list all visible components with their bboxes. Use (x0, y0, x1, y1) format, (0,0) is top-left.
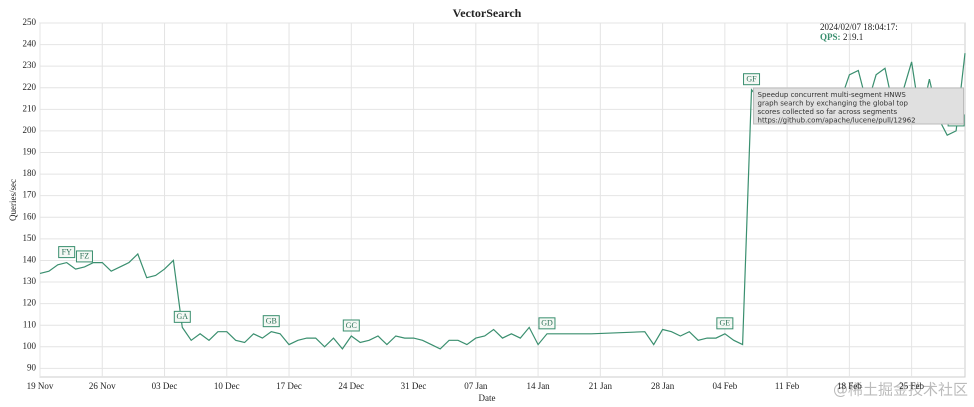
y-tick-label: 190 (23, 147, 37, 157)
y-tick-label: 240 (23, 39, 37, 49)
plot-area (39, 22, 966, 378)
x-tick-label: 03 Dec (152, 381, 178, 391)
annotation: GB (262, 315, 280, 328)
annotation-box (262, 315, 280, 328)
annotation-box (173, 310, 191, 323)
hover-value: 219.1 (843, 32, 863, 42)
annotation: FY (58, 246, 76, 259)
y-axis-label: Queries/sec (8, 179, 18, 221)
annotation-box (743, 73, 761, 86)
x-tick-label: 28 Jan (651, 381, 675, 391)
y-tick-label: 160 (23, 211, 37, 221)
x-tick-label: 14 Jan (526, 381, 550, 391)
x-tick-label: 10 Dec (214, 381, 240, 391)
annotation: GF (743, 73, 761, 86)
tooltip-line: graph search by exchanging the global to… (758, 100, 909, 108)
annotation-box (75, 250, 93, 263)
x-tick-label: 18 Feb (837, 381, 862, 391)
tooltip-line: Speedup concurrent multi-segment HNWS (758, 91, 907, 99)
x-tick-label: 21 Jan (589, 381, 613, 391)
tooltip-box (753, 87, 965, 125)
annotation: GD (538, 317, 556, 330)
annotation-label: GC (346, 321, 357, 330)
annotation-box (716, 317, 734, 330)
y-tick-label: 110 (23, 319, 37, 329)
y-tick-label: 230 (23, 60, 37, 70)
y-tick-label: 210 (23, 103, 37, 113)
y-tick-label: 220 (23, 82, 37, 92)
x-tick-label: 26 Nov (89, 381, 116, 391)
y-tick-label: 170 (23, 190, 37, 200)
y-tick-label: 250 (23, 17, 37, 27)
annotation-label: GD (541, 319, 553, 328)
y-tick-label: 180 (23, 168, 37, 178)
annotation: GE (716, 317, 734, 330)
annotation-label: GE (720, 319, 731, 328)
x-tick-label: 04 Feb (712, 381, 737, 391)
annotation: FZ (75, 250, 93, 263)
x-tick-label: 25 Feb (899, 381, 924, 391)
y-tick-label: 100 (23, 341, 37, 351)
y-tick-label: 130 (23, 276, 37, 286)
y-tick-label: 140 (23, 255, 37, 265)
annotation-label: GF (746, 75, 757, 84)
annotation-box (342, 319, 360, 332)
annotation: GC (342, 319, 360, 332)
chart-title: VectorSearch (453, 6, 522, 20)
annotation-label: FZ (80, 252, 89, 261)
hover-label: QPS: (820, 32, 841, 42)
annotation-label: FY (62, 247, 72, 256)
x-tick-label: 07 Jan (464, 381, 488, 391)
x-tick-label: 31 Dec (401, 381, 427, 391)
x-tick-label: 11 Feb (775, 381, 800, 391)
x-tick-label: 24 Dec (338, 381, 364, 391)
watermark: @稀土掘金技术社区 (833, 381, 968, 399)
annotation-label: GB (266, 316, 277, 325)
y-tick-label: 200 (23, 125, 37, 135)
x-tick-label: 17 Dec (276, 381, 302, 391)
annotation-label: GA (177, 312, 189, 321)
annotation-box (58, 246, 76, 259)
annotation: GA (173, 310, 191, 323)
y-tick-label: 90 (27, 362, 37, 372)
annotation-box (538, 317, 556, 330)
x-axis-label: Date (479, 393, 496, 403)
x-tick-label: 19 Nov (27, 381, 54, 391)
y-tick-label: 150 (23, 233, 37, 243)
tooltip-line: scores collected so far across segments (758, 108, 898, 116)
tooltip-line: https://github.com/apache/lucene/pull/12… (758, 117, 916, 125)
y-tick-label: 120 (23, 298, 37, 308)
hover-time: 2024/02/07 18:04:17: (820, 22, 898, 32)
